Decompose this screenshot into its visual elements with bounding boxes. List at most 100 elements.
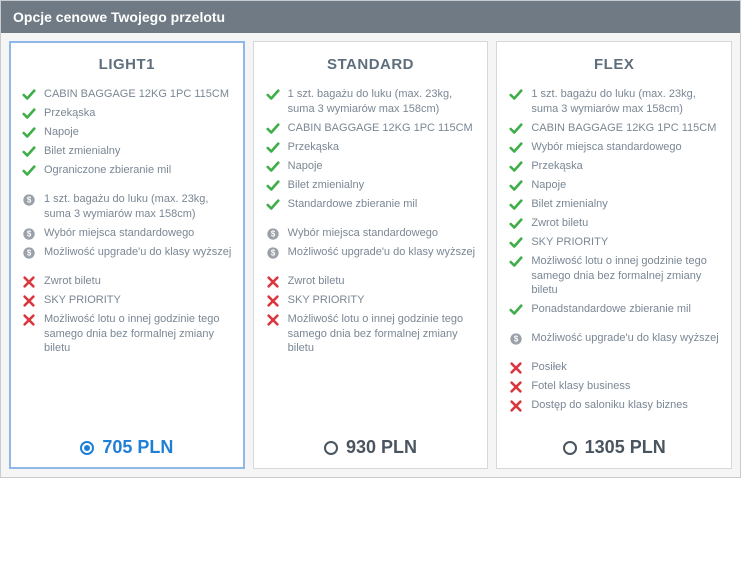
- feature-item: CABIN BAGGAGE 12KG 1PC 115CM: [509, 121, 719, 136]
- check-icon: [509, 160, 523, 174]
- feature-text: Zwrot biletu: [288, 274, 345, 289]
- feature-item: Zwrot biletu: [509, 216, 719, 231]
- paid-group: $ Możliwość upgrade'u do klasy wyższej: [509, 331, 719, 350]
- feature-item: SKY PRIORITY: [22, 293, 232, 308]
- check-icon: [22, 145, 36, 159]
- feature-item: Posiłek: [509, 360, 719, 375]
- check-icon: [266, 88, 280, 102]
- feature-item: Wybór miejsca standardowego: [509, 140, 719, 155]
- feature-item: Bilet zmienialny: [22, 144, 232, 159]
- feature-item: $1 szt. bagażu do luku (max. 23kg, suma …: [22, 192, 232, 222]
- check-icon: [266, 122, 280, 136]
- fare-column-light1: LIGHT1CABIN BAGGAGE 12KG 1PC 115CMPrzeką…: [9, 41, 245, 469]
- svg-text:$: $: [27, 229, 32, 238]
- cross-icon: [266, 275, 280, 289]
- cross-icon: [509, 380, 523, 394]
- fare-column-flex: FLEX 1 szt. bagażu do luku (max. 23kg, su…: [496, 41, 732, 469]
- feature-text: Możliwość upgrade'u do klasy wyższej: [44, 245, 231, 260]
- feature-item: Możliwość lotu o innej godzinie tego sam…: [22, 312, 232, 357]
- cross-icon: [509, 361, 523, 375]
- panel-title: Opcje cenowe Twojego przelotu: [1, 1, 740, 33]
- feature-text: 1 szt. bagażu do luku (max. 23kg, suma 3…: [531, 87, 719, 117]
- feature-item: Zwrot biletu: [22, 274, 232, 289]
- feature-item: $ Możliwość upgrade'u do klasy wyższej: [22, 245, 232, 260]
- radio-icon: [80, 441, 94, 455]
- svg-text:$: $: [27, 248, 32, 257]
- feature-text: Bilet zmienialny: [44, 144, 120, 159]
- feature-text: Wybór miejsca standardowego: [531, 140, 681, 155]
- feature-text: Przekąska: [531, 159, 582, 174]
- svg-text:$: $: [270, 229, 275, 238]
- feature-text: SKY PRIORITY: [531, 235, 608, 250]
- feature-item: Napoje: [22, 125, 232, 140]
- price-row: 1305 PLN: [509, 427, 719, 458]
- feature-item: Możliwość lotu o innej godzinie tego sam…: [266, 312, 476, 357]
- feature-text: Dostęp do saloniku klasy biznes: [531, 398, 688, 413]
- check-icon: [509, 236, 523, 250]
- price-text: 1305 PLN: [585, 437, 666, 458]
- cross-icon: [509, 399, 523, 413]
- fare-title: STANDARD: [266, 56, 476, 73]
- cross-icon: [266, 294, 280, 308]
- feature-text: CABIN BAGGAGE 12KG 1PC 115CM: [531, 121, 716, 136]
- excluded-group: Zwrot biletuSKY PRIORITYMożliwość lotu o…: [266, 274, 476, 361]
- feature-item: Bilet zmienialny: [509, 197, 719, 212]
- check-icon: [509, 217, 523, 231]
- feature-text: Napoje: [531, 178, 566, 193]
- feature-text: Przekąska: [44, 106, 95, 121]
- svg-text:$: $: [27, 196, 32, 205]
- feature-text: Posiłek: [531, 360, 566, 375]
- paid-icon: $: [509, 332, 523, 346]
- feature-text: Wybór miejsca standardowego: [44, 226, 194, 241]
- paid-group: $Wybór miejsca standardowego$Możliwość u…: [266, 226, 476, 264]
- check-icon: [509, 141, 523, 155]
- price-row: 930 PLN: [266, 427, 476, 458]
- cross-icon: [22, 275, 36, 289]
- check-icon: [22, 107, 36, 121]
- feature-text: Ponadstandardowe zbieranie mil: [531, 302, 691, 317]
- check-icon: [266, 198, 280, 212]
- feature-item: Przekąska: [266, 140, 476, 155]
- feature-item: 1 szt. bagażu do luku (max. 23kg, suma 3…: [266, 87, 476, 117]
- paid-icon: $: [266, 227, 280, 241]
- fare-radio-flex[interactable]: 1305 PLN: [563, 437, 666, 458]
- check-icon: [509, 255, 523, 269]
- feature-text: SKY PRIORITY: [44, 293, 121, 308]
- feature-text: Przekąska: [288, 140, 339, 155]
- feature-item: Ponadstandardowe zbieranie mil: [509, 302, 719, 317]
- feature-item: Dostęp do saloniku klasy biznes: [509, 398, 719, 413]
- check-icon: [509, 179, 523, 193]
- paid-group: $1 szt. bagażu do luku (max. 23kg, suma …: [22, 192, 232, 264]
- feature-item: CABIN BAGGAGE 12KG 1PC 115CM: [266, 121, 476, 136]
- feature-text: Napoje: [44, 125, 79, 140]
- fare-title: FLEX: [509, 56, 719, 73]
- feature-text: Możliwość lotu o innej godzinie tego sam…: [531, 254, 719, 299]
- cross-icon: [22, 313, 36, 327]
- radio-icon: [324, 441, 338, 455]
- check-icon: [509, 88, 523, 102]
- included-group: 1 szt. bagażu do luku (max. 23kg, suma 3…: [266, 87, 476, 216]
- feature-item: Standardowe zbieranie mil: [266, 197, 476, 212]
- feature-text: Ograniczone zbieranie mil: [44, 163, 171, 178]
- excluded-group: PosiłekFotel klasy businessDostęp do sal…: [509, 360, 719, 417]
- included-group: 1 szt. bagażu do luku (max. 23kg, suma 3…: [509, 87, 719, 321]
- feature-item: $ Wybór miejsca standardowego: [22, 226, 232, 241]
- feature-item: CABIN BAGGAGE 12KG 1PC 115CM: [22, 87, 232, 102]
- price-row: 705 PLN: [22, 427, 232, 458]
- feature-item: Możliwość lotu o innej godzinie tego sam…: [509, 254, 719, 299]
- feature-text: Zwrot biletu: [44, 274, 101, 289]
- paid-icon: $: [22, 246, 36, 260]
- feature-text: Wybór miejsca standardowego: [288, 226, 438, 241]
- fare-columns: LIGHT1CABIN BAGGAGE 12KG 1PC 115CMPrzeką…: [1, 33, 740, 477]
- feature-text: Możliwość upgrade'u do klasy wyższej: [531, 331, 718, 346]
- included-group: CABIN BAGGAGE 12KG 1PC 115CM Przekąska Nap…: [22, 87, 232, 182]
- check-icon: [22, 126, 36, 140]
- check-icon: [509, 303, 523, 317]
- feature-text: Możliwość lotu o innej godzinie tego sam…: [288, 312, 476, 357]
- feature-text: CABIN BAGGAGE 12KG 1PC 115CM: [288, 121, 473, 136]
- fare-radio-light1[interactable]: 705 PLN: [80, 437, 173, 458]
- feature-item: Bilet zmienialny: [266, 178, 476, 193]
- feature-item: Przekąska: [509, 159, 719, 174]
- fare-radio-standard[interactable]: 930 PLN: [324, 437, 417, 458]
- feature-text: 1 szt. bagażu do luku (max. 23kg, suma 3…: [44, 192, 232, 222]
